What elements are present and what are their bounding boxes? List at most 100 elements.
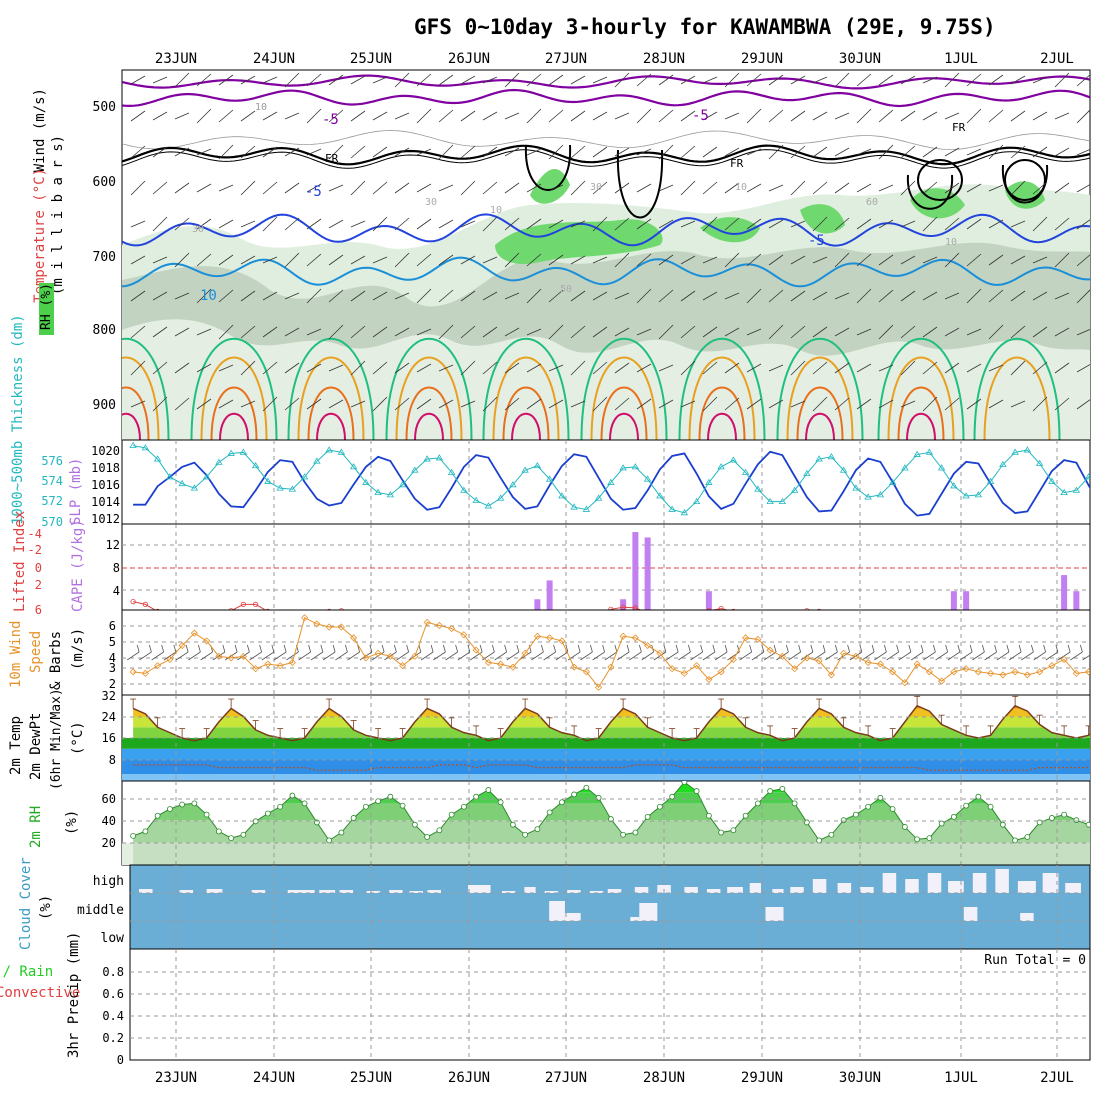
wind-barb-flag (834, 644, 838, 653)
wind-speed-marker (815, 657, 823, 665)
temp-band (122, 738, 1090, 749)
label-min-max: (6hr Min/Max) (49, 688, 64, 790)
upper-wind-barb (152, 256, 168, 264)
thickness-marker (472, 496, 480, 503)
rh-marker (718, 829, 725, 836)
upper-wind-barb (592, 361, 608, 375)
upper-wind-barb (240, 75, 256, 85)
upper-wind-barb (350, 325, 366, 339)
thickness-marker (656, 492, 664, 499)
rh-marker (950, 813, 957, 820)
rh-moist-blob (910, 188, 965, 219)
surface-temp-contour (786, 356, 854, 440)
upper-wind-barb (526, 218, 542, 230)
wind-barb-flag (406, 644, 410, 653)
rh-marker (289, 792, 296, 799)
upper-wind-barb (328, 109, 344, 123)
upper-wind-barb (504, 397, 520, 411)
wind-barb (935, 651, 948, 661)
upper-wind-barb (526, 363, 542, 373)
freezing-level-ring (1004, 159, 1046, 201)
wind-speed-marker (448, 624, 456, 633)
upper-wind-barb (218, 109, 234, 123)
thickness-marker (398, 481, 407, 488)
upper-wind-barb (240, 360, 256, 376)
cape-panel-frame (121, 523, 1091, 611)
date-label-top: 24JUN (253, 51, 295, 67)
cape-bar (705, 591, 712, 610)
wind-barb (126, 651, 140, 661)
upper-wind-barb (570, 325, 586, 339)
cloud-block-high (995, 869, 1009, 893)
upper-wind-barb (504, 292, 520, 300)
cloud-grid (130, 865, 1090, 949)
thickness-marker (607, 478, 615, 485)
upper-wind-barb (152, 76, 168, 84)
wind-barb (690, 651, 703, 661)
label-2m-temp: 2m Temp (8, 716, 24, 775)
cloud-block-high (389, 890, 403, 893)
upper-wind-barb (1076, 148, 1090, 156)
wind-speed-marker (570, 663, 578, 671)
wind-barb-flag (700, 644, 704, 653)
upper-wind-barb (548, 184, 564, 192)
upper-wind-barb (218, 364, 234, 372)
wind-barb (910, 651, 924, 661)
wind-barb-flag (847, 644, 851, 653)
rh-marker (154, 812, 161, 819)
wind-speed-marker (313, 620, 321, 628)
upper-wind-barb (658, 109, 674, 123)
cape-bar (1061, 575, 1068, 610)
thickness-marker (570, 503, 578, 510)
upper-wind-barb (834, 252, 850, 268)
thickness-marker (876, 491, 885, 498)
rh-grid (122, 781, 1090, 865)
upper-wind-barb (262, 111, 278, 121)
wind-barb-flag (602, 644, 606, 653)
thickness-marker (141, 444, 150, 451)
tick-wind-3: 3 (109, 661, 116, 675)
surface-temp-contour (580, 338, 668, 440)
legend-rh: RH (%) (39, 283, 54, 330)
wind-speed-marker (484, 658, 492, 667)
cloud-level-middle: middle (77, 903, 124, 918)
fr-label-a: FR (325, 152, 339, 165)
wind-barb (506, 651, 520, 661)
cloud-block-high (972, 873, 987, 893)
upper-wind-barb (1010, 290, 1026, 302)
rh-marker (632, 829, 639, 836)
wind-barb (188, 651, 201, 661)
thickness-ticks: 576 574 572 570 (41, 454, 63, 529)
wind-barb (959, 651, 973, 661)
wind-speed-marker (423, 618, 431, 626)
upper-wind-barb (944, 252, 960, 268)
li-ticks: -4 -2 0 2 6 (28, 527, 42, 617)
wind-barb (224, 651, 238, 661)
upper-wind-barb (394, 112, 410, 120)
wind-barb-flag (614, 644, 618, 653)
upper-wind-barb (416, 328, 432, 336)
surface-temp-contour (219, 412, 249, 440)
cloud-block-high (948, 881, 964, 893)
upper-wind-barb (306, 183, 322, 193)
lifted-index-marker (608, 606, 614, 610)
date-label-top: 2JUL (1040, 51, 1074, 67)
upper-wind-barb (350, 255, 366, 265)
wind-barb-flag (932, 644, 936, 653)
upper-wind-barb (240, 325, 256, 339)
tick-temp-32: 32 (102, 689, 116, 703)
upper-wind-barb (768, 74, 784, 86)
upper-wind-barb (834, 147, 850, 157)
surface-temp-contour (297, 356, 365, 440)
wind-speed-marker (521, 649, 529, 657)
wind-speed-marker (460, 631, 468, 639)
rh-marker (1048, 815, 1055, 821)
cloud-block-high (1042, 873, 1059, 893)
upper-wind-barb (130, 325, 146, 339)
upper-wind-barb (174, 362, 190, 374)
wind-barb-flag (638, 644, 642, 653)
thickness-marker (1023, 446, 1032, 453)
upper-wind-barb (900, 180, 916, 196)
thickness-marker (962, 492, 970, 499)
wind-speed-marker (558, 637, 566, 645)
